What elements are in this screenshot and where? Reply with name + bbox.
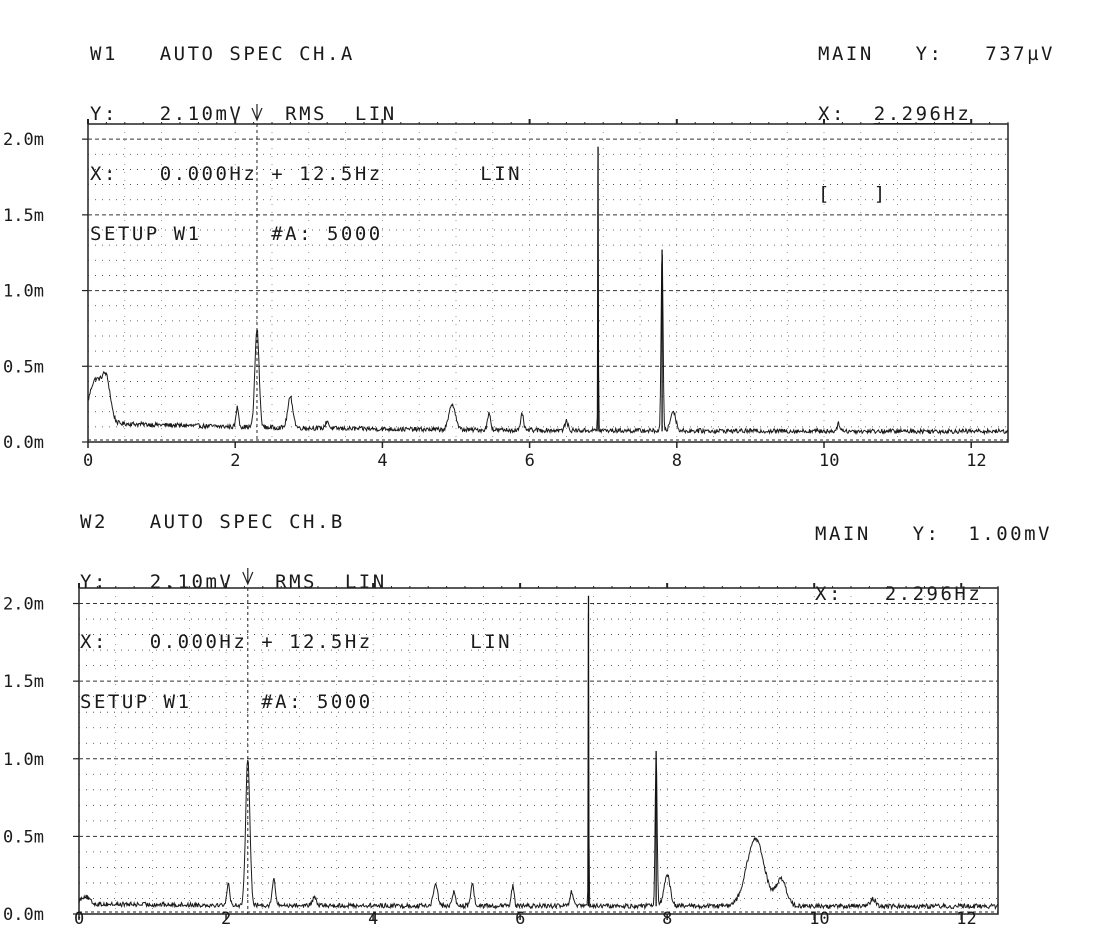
w2-header-line4: SETUP W1 #A: 5000 xyxy=(80,691,373,713)
w1-header: W1 AUTO SPEC CH.A Y: 2.10mV RMS LIN X: 0… xyxy=(90,4,522,264)
w2-cursor-arrow-icon xyxy=(242,568,254,586)
w2-readout: MAIN Y: 1.00mV X: 2.296Hz xyxy=(815,484,1052,624)
w2-xtick-label: 12 xyxy=(956,909,976,927)
w1-xtick-label: 8 xyxy=(672,451,682,471)
w2-xtick-label: 10 xyxy=(809,909,829,927)
w1-xtick-label: 2 xyxy=(230,451,240,471)
w1-xtick-label: 4 xyxy=(377,451,387,471)
w2-ytick-label: 1.5m xyxy=(3,672,44,692)
w2-ytick-label: 2.0m xyxy=(3,595,44,615)
w1-ytick-label: 1.0m xyxy=(3,282,44,302)
w2-readout-x: X: 2.296Hz xyxy=(815,584,1052,604)
w2-plot-frame xyxy=(78,587,999,915)
w1-header-line3: X: 0.000Hz + 12.5Hz LIN xyxy=(90,163,523,185)
w2-readout-y: MAIN Y: 1.00mV xyxy=(815,524,1052,544)
w2-header-line1: W2 AUTO SPEC CH.B xyxy=(80,511,345,533)
w1-readout-y-prefix: MAIN Y: xyxy=(818,43,986,65)
w1-top-ticks xyxy=(87,119,1009,124)
w1-header-line1: W1 AUTO SPEC CH.A xyxy=(90,43,355,65)
w2-header-line3: X: 0.000Hz + 12.5Hz LIN xyxy=(80,631,513,653)
w1-spectrum-trace xyxy=(87,162,1009,436)
w2-ytick-label: 1.0m xyxy=(3,750,44,770)
w1-ytick-label: 2.0m xyxy=(3,130,44,150)
w2-readout-y-value: 1.00mV xyxy=(968,523,1052,545)
w1-readout-brackets: [ ] xyxy=(818,183,888,205)
w1-header-line2: Y: 2.10mV RMS LIN xyxy=(90,103,397,125)
w1-ytick-label: 0.5m xyxy=(3,357,44,377)
w2-readout-y-prefix: MAIN Y: xyxy=(815,523,969,545)
w1-readout-y-value: 737µV xyxy=(985,43,1055,65)
w1-plot-frame xyxy=(87,123,1009,443)
w2-spectrum-trace xyxy=(78,613,999,911)
w1-xtick-label: 12 xyxy=(966,451,986,471)
w2-ytick-label: 0.0m xyxy=(3,905,44,925)
w2-readout-x-value: 2.296Hz xyxy=(884,583,983,605)
w1-ytick-label: 1.5m xyxy=(3,206,44,226)
w1-xtick-label: 0 xyxy=(83,451,93,471)
w1-readout: MAIN Y: 737µV X: 2.296Hz [ ] xyxy=(818,4,1055,224)
w1-xtick-label: 6 xyxy=(525,451,535,471)
w1-readout-y: MAIN Y: 737µV xyxy=(818,44,1055,64)
w1-cursor-arrow-icon xyxy=(251,104,263,122)
w2-header-line2: Y: 2.10mV RMS LIN xyxy=(80,571,387,593)
w2-readout-x-prefix: X: xyxy=(815,583,885,605)
w2-ytick-label: 0.5m xyxy=(3,827,44,847)
w2-top-ticks xyxy=(78,583,999,588)
w1-ytick-label: 0.0m xyxy=(3,433,44,453)
w2-header: W2 AUTO SPEC CH.B Y: 2.10mV RMS LIN X: 0… xyxy=(80,472,512,732)
w1-xtick-label: 10 xyxy=(819,451,839,471)
w1-header-line4: SETUP W1 #A: 5000 xyxy=(90,223,383,245)
w1-readout-x-value: 2.296Hz xyxy=(873,103,972,125)
